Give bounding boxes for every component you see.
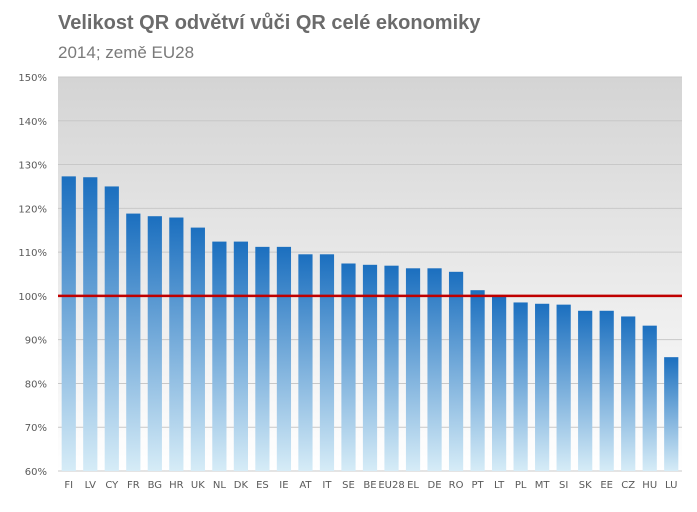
y-tick-label: 70% — [25, 423, 47, 434]
x-tick-label: DE — [428, 480, 442, 491]
x-tick-label: BE — [363, 480, 376, 491]
x-tick-label: PL — [515, 480, 527, 491]
x-tick-label: RO — [449, 480, 464, 491]
bar-de — [427, 268, 442, 471]
bar-pt — [470, 290, 485, 471]
x-tick-label: LT — [494, 480, 505, 491]
x-tick-label: AT — [299, 480, 312, 491]
y-tick-label: 60% — [25, 467, 47, 478]
x-tick-label: HR — [169, 480, 184, 491]
x-tick-label: BG — [148, 480, 162, 491]
bar-se — [341, 263, 356, 471]
x-tick-label: EL — [407, 480, 419, 491]
bar-at — [298, 254, 313, 471]
x-tick-label: SI — [559, 480, 568, 491]
bar-lu — [664, 357, 679, 471]
bar-ro — [448, 271, 464, 471]
x-tick-label: DK — [234, 480, 249, 491]
bar-fr — [126, 213, 141, 471]
x-tick-label: FR — [127, 480, 140, 491]
x-tick-label: CY — [105, 480, 119, 491]
x-tick-label: MT — [535, 480, 551, 491]
bar-mt — [535, 303, 550, 471]
y-tick-label: 130% — [18, 161, 47, 172]
bar-si — [556, 304, 571, 471]
y-tick-label: 90% — [25, 336, 47, 347]
x-tick-label: ES — [256, 480, 269, 491]
bar-fi — [61, 176, 76, 471]
y-axis: 60% 70% 80% 90% 100% 110% 120% 130% 140% 150% — [18, 73, 47, 478]
y-tick-label: 100% — [18, 292, 47, 303]
bar-dk — [233, 241, 248, 471]
x-tick-label: EE — [600, 480, 613, 491]
x-tick-label: CZ — [621, 480, 635, 491]
x-tick-label: UK — [191, 480, 205, 491]
chart-subtitle: 2014; země EU28 — [58, 43, 195, 62]
bar-ie — [276, 246, 292, 471]
bar-lv — [83, 177, 98, 472]
bar-uk — [190, 227, 205, 471]
bar-be — [362, 264, 378, 471]
x-tick-label: NL — [213, 480, 226, 491]
bars — [61, 176, 679, 472]
y-tick-label: 140% — [18, 117, 47, 128]
bar-ee — [599, 310, 614, 471]
x-tick-label: EU28 — [378, 480, 404, 491]
x-axis: FI LV CY FR BG HR UK NL DK ES IE AT IT SE BE EU28 EL DE RO… — [64, 480, 677, 491]
x-tick-label: IE — [279, 480, 288, 491]
y-tick-label: 120% — [18, 204, 47, 215]
bar-nl — [212, 241, 227, 471]
bar-el — [405, 268, 421, 471]
bar-sk — [578, 310, 593, 471]
bar-hr — [169, 217, 184, 471]
bar-cy — [104, 186, 119, 471]
bar-cz — [621, 316, 636, 471]
y-tick-label: 150% — [18, 73, 47, 84]
y-tick-label: 80% — [25, 379, 47, 390]
bar-it — [319, 254, 335, 471]
x-tick-label: IT — [322, 480, 332, 491]
bar-bg — [147, 216, 162, 471]
x-tick-label: LU — [665, 480, 677, 491]
bar-pl — [513, 302, 528, 471]
bar-lt — [492, 295, 507, 471]
x-tick-label: SE — [342, 480, 355, 491]
bar-eu28 — [384, 265, 399, 471]
x-tick-label: HU — [642, 480, 657, 491]
bar-hu — [642, 325, 657, 471]
x-tick-label: LV — [85, 480, 96, 491]
x-tick-label: PT — [472, 480, 485, 491]
bar-es — [255, 246, 270, 471]
x-tick-label: SK — [579, 480, 592, 491]
chart-title: Velikost QR odvětví vůči QR celé ekonomi… — [58, 12, 481, 34]
x-tick-label: FI — [64, 480, 73, 491]
y-tick-label: 110% — [18, 248, 47, 259]
